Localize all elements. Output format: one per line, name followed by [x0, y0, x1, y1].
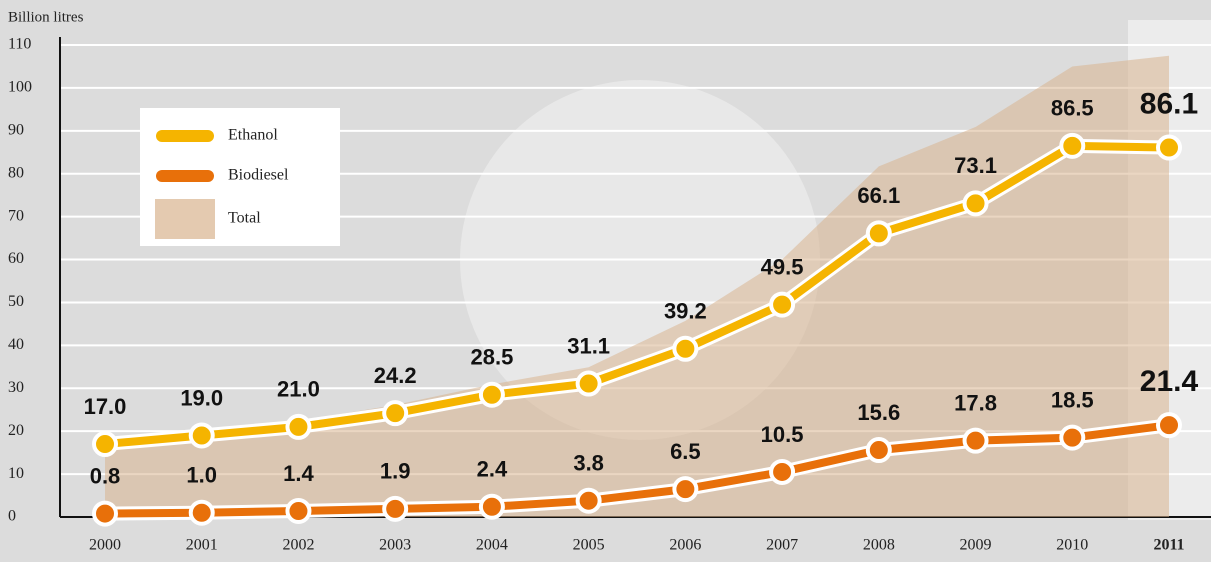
marker: [1061, 427, 1083, 449]
x-tick-label: 2006: [669, 537, 701, 554]
y-tick-label: 10: [8, 465, 24, 482]
marker: [384, 498, 406, 520]
marker: [578, 373, 600, 395]
marker: [965, 430, 987, 452]
marker: [384, 402, 406, 424]
value-label: 0.8: [90, 463, 121, 488]
value-label: 24.2: [374, 363, 417, 388]
legend-label: Ethanol: [228, 127, 278, 144]
value-label: 6.5: [670, 439, 701, 464]
y-tick-label: 50: [8, 293, 24, 310]
value-label: 1.9: [380, 459, 411, 484]
marker: [868, 439, 890, 461]
marker: [771, 461, 793, 483]
value-label: 17.8: [954, 390, 997, 415]
value-label: 18.5: [1051, 387, 1094, 412]
marker: [481, 496, 503, 518]
legend-swatch: [155, 199, 215, 239]
value-label: 86.5: [1051, 96, 1094, 121]
marker: [94, 503, 116, 525]
value-label: 17.0: [84, 394, 127, 419]
value-label: 3.8: [573, 451, 604, 476]
y-tick-label: 20: [8, 422, 24, 439]
value-label: 10.5: [761, 422, 804, 447]
value-label: 49.5: [761, 254, 804, 279]
marker: [578, 490, 600, 512]
x-tick-label: 2003: [379, 537, 411, 554]
value-label: 21.4: [1140, 365, 1199, 398]
y-tick-label: 70: [8, 207, 24, 224]
chart: Billion litres 0 10 20 30 40 50 60 70 80 90 100 110…: [0, 0, 1211, 562]
x-tick-label: 2007: [766, 537, 798, 554]
y-tick-label: 60: [8, 250, 24, 267]
y-axis-label: Billion litres: [8, 9, 84, 25]
marker: [191, 502, 213, 524]
value-label: 15.6: [857, 400, 900, 425]
marker: [1061, 135, 1083, 157]
value-label: 19.0: [180, 385, 223, 410]
marker: [191, 424, 213, 446]
x-tick-label: 2002: [282, 537, 314, 554]
marker: [287, 416, 309, 438]
marker: [674, 338, 696, 360]
y-tick-label: 80: [8, 164, 24, 181]
x-tick-label: 2008: [863, 537, 895, 554]
value-label: 1.0: [186, 463, 217, 488]
x-tick-label: 2010: [1056, 537, 1088, 554]
value-label: 31.1: [567, 333, 610, 358]
x-tick-label: 2009: [960, 537, 992, 554]
value-label: 2.4: [477, 457, 508, 482]
marker: [965, 192, 987, 214]
x-tick-label: 2004: [476, 537, 508, 554]
value-label: 28.5: [470, 345, 513, 370]
value-label: 73.1: [954, 153, 997, 178]
marker: [868, 222, 890, 244]
marker: [94, 433, 116, 455]
marker: [1158, 137, 1180, 159]
marker: [771, 294, 793, 316]
y-tick-label: 100: [8, 79, 32, 96]
value-label: 1.4: [283, 461, 314, 486]
marker: [674, 478, 696, 500]
marker: [1158, 414, 1180, 436]
x-tick-label: 2011: [1153, 537, 1184, 554]
value-label: 86.1: [1140, 87, 1198, 120]
value-label: 39.2: [664, 299, 707, 324]
value-label: 66.1: [857, 183, 900, 208]
marker: [481, 384, 503, 406]
legend: Ethanol Biodiesel Total: [140, 108, 340, 246]
x-tick-label: 2000: [89, 537, 121, 554]
y-tick-label: 30: [8, 379, 24, 396]
x-tick-label: 2001: [186, 537, 218, 554]
x-tick-label: 2005: [573, 537, 605, 554]
legend-label: Total: [228, 210, 261, 227]
value-label: 21.0: [277, 377, 320, 402]
marker: [287, 500, 309, 522]
y-tick-label: 90: [8, 121, 24, 138]
y-tick-label: 0: [8, 508, 16, 525]
legend-label: Biodiesel: [228, 167, 289, 184]
page: Billion litres 0 10 20 30 40 50 60 70 80 90 100 110…: [0, 0, 1211, 562]
y-tick-label: 40: [8, 336, 24, 353]
y-tick-label: 110: [8, 36, 31, 53]
